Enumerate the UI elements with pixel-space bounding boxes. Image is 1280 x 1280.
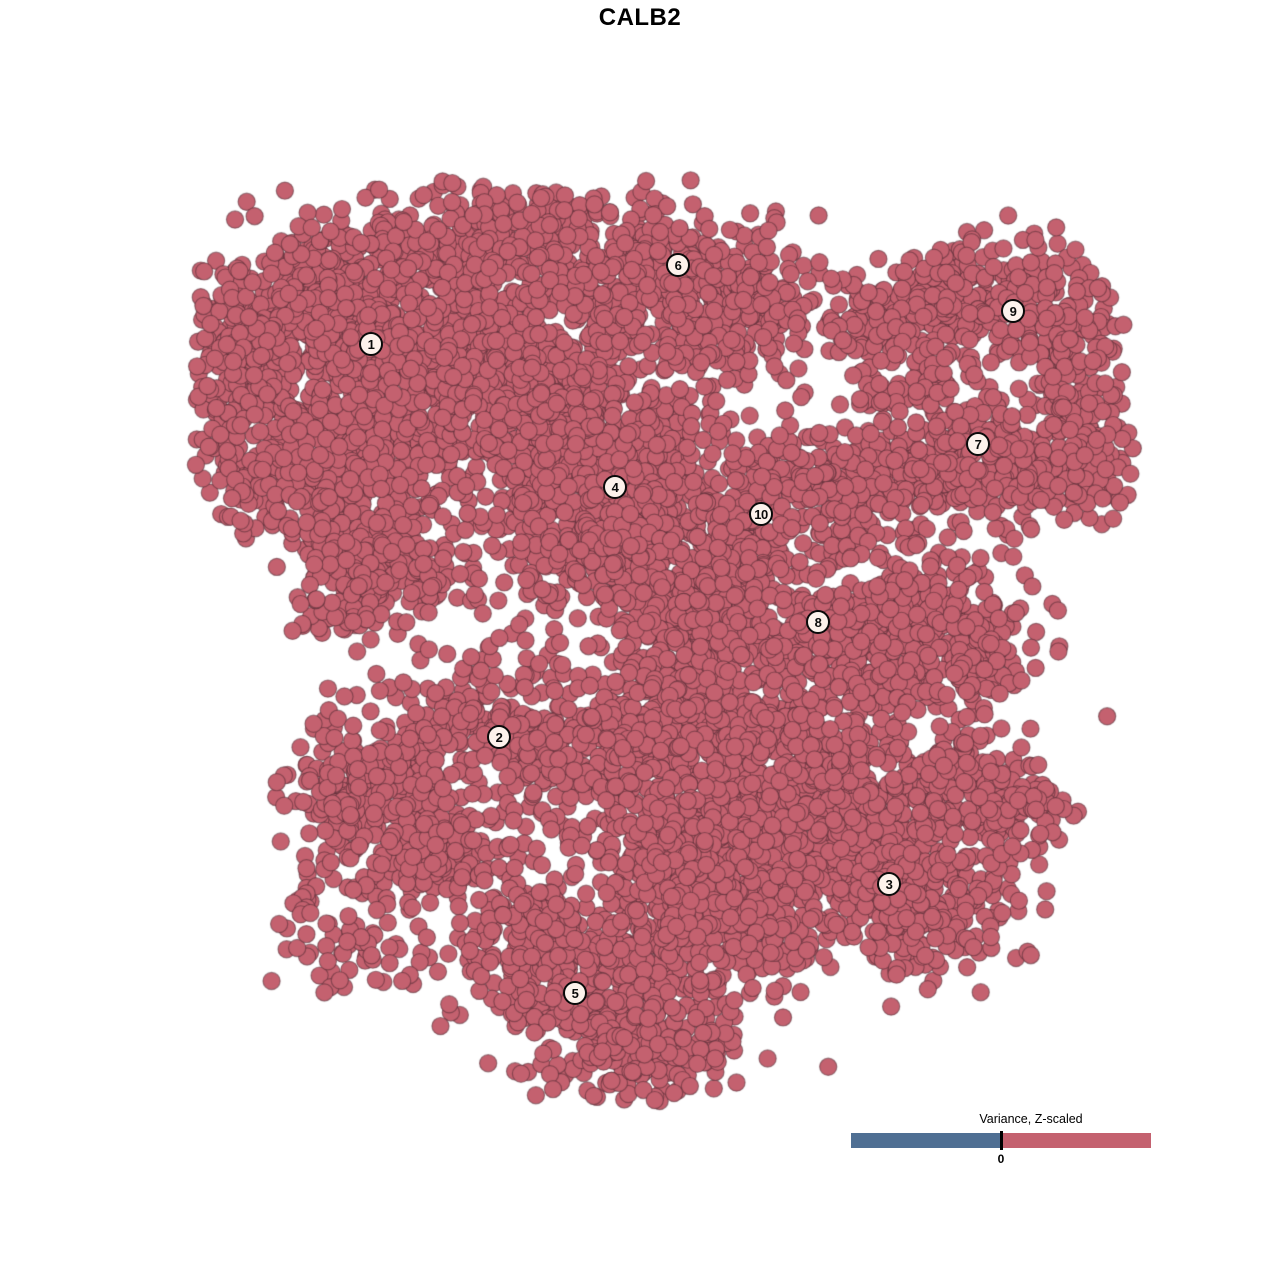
legend-colorbar — [851, 1133, 1151, 1148]
legend-zero-tick — [999, 1131, 1003, 1150]
legend-bar-negative — [851, 1133, 1001, 1148]
legend-zero-label: 0 — [997, 1152, 1005, 1166]
legend-bar-positive — [1001, 1133, 1151, 1148]
legend-title: Variance, Z-scaled — [979, 1112, 1083, 1126]
